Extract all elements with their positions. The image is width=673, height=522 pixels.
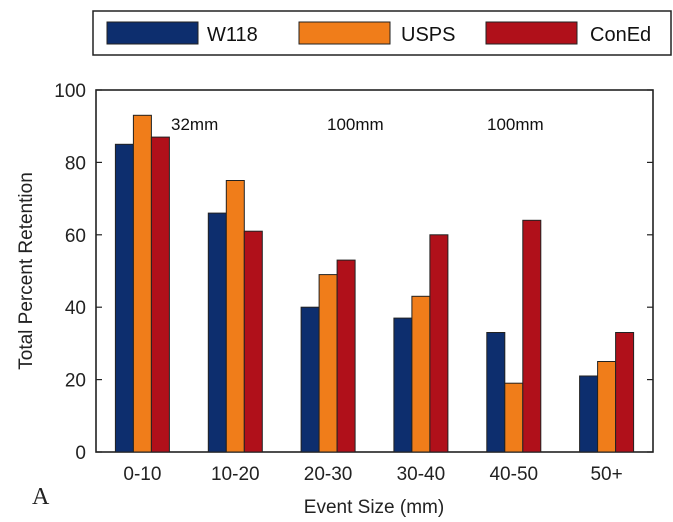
legend-entry-coned: ConEd [485, 21, 651, 46]
annotation-32mm: 32mm [171, 115, 218, 134]
panel-label: A [32, 484, 50, 510]
legend-entry-usps: USPS [298, 21, 455, 46]
bar-w118-20-30 [300, 306, 320, 453]
legend-swatch-usps [298, 21, 391, 45]
annotation-100mm-a: 100mm [327, 115, 384, 134]
bar-coned-40-50 [522, 219, 542, 453]
y-tick-label-40: 40 [65, 298, 86, 319]
bar-w118-50 [579, 375, 599, 453]
y-axis: 0 20 40 60 80 100 [54, 81, 653, 464]
y-tick-label-0: 0 [75, 443, 86, 464]
legend: W118 USPS ConEd [92, 10, 672, 56]
y-axis-title: Total Percent Retention [16, 172, 37, 370]
legend-swatch-coned [485, 21, 578, 45]
bar-coned-20-30 [336, 259, 356, 453]
bar-coned-50 [615, 332, 635, 453]
bar-usps-50 [597, 361, 617, 453]
bar-usps-30-40 [411, 295, 431, 453]
bar-coned-0-10 [150, 136, 170, 453]
bar-usps-20-30 [318, 274, 338, 453]
annotation-100mm-b: 100mm [487, 115, 544, 134]
x-axis: 0-10 10-20 20-30 30-40 40-50 50+ [123, 464, 622, 485]
x-tick-label-30-40: 30-40 [397, 464, 446, 485]
x-tick-label-10-20: 10-20 [211, 464, 260, 485]
bar-coned-10-20 [243, 230, 263, 453]
x-tick-label-0-10: 0-10 [123, 464, 161, 485]
bar-usps-10-20 [225, 180, 245, 453]
bar-w118-10-20 [207, 212, 227, 453]
legend-label-coned: ConEd [590, 24, 651, 46]
legend-label-usps: USPS [401, 24, 455, 46]
bars [114, 114, 635, 453]
x-axis-title: Event Size (mm) [304, 497, 444, 518]
y-tick-label-100: 100 [54, 81, 86, 102]
y-tick-label-80: 80 [65, 153, 86, 174]
bar-usps-0-10 [132, 114, 152, 453]
bar-w118-30-40 [393, 317, 413, 453]
x-tick-label-40-50: 40-50 [489, 464, 538, 485]
legend-entry-w118: W118 [106, 21, 258, 46]
legend-swatch-w118 [106, 21, 199, 45]
legend-label-w118: W118 [207, 24, 258, 46]
x-tick-label-20-30: 20-30 [304, 464, 353, 485]
bar-coned-30-40 [429, 234, 449, 453]
y-tick-label-60: 60 [65, 226, 86, 247]
bar-usps-40-50 [504, 382, 524, 453]
plot-area [95, 89, 654, 453]
bar-w118-0-10 [114, 143, 134, 453]
y-tick-label-20: 20 [65, 371, 86, 392]
bar-w118-40-50 [486, 332, 506, 453]
x-tick-label-50: 50+ [590, 464, 622, 485]
